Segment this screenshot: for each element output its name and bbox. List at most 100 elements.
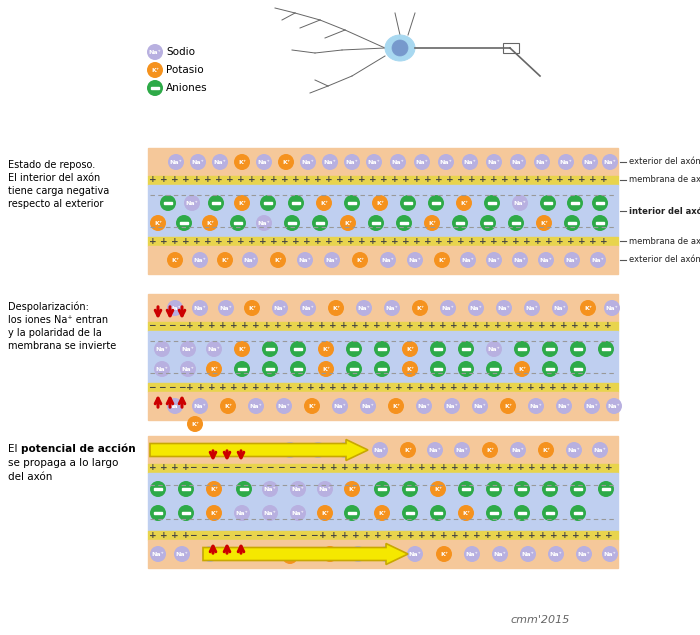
Text: K⁺: K⁺ xyxy=(151,68,159,73)
Text: +: + xyxy=(484,464,492,472)
Text: Na⁺: Na⁺ xyxy=(192,160,204,165)
Text: +: + xyxy=(604,382,612,392)
Circle shape xyxy=(372,195,388,211)
Text: −: − xyxy=(178,382,186,392)
Circle shape xyxy=(147,44,163,60)
Circle shape xyxy=(582,154,598,170)
Bar xyxy=(573,512,582,514)
Bar xyxy=(264,202,272,204)
Circle shape xyxy=(322,546,338,562)
Text: membrana se invierte: membrana se invierte xyxy=(8,341,116,351)
Circle shape xyxy=(480,215,496,231)
Text: +: + xyxy=(516,321,524,330)
Text: Na⁺: Na⁺ xyxy=(358,306,370,311)
Text: −: − xyxy=(178,321,186,330)
Text: Na⁺: Na⁺ xyxy=(558,404,570,409)
Text: K⁺: K⁺ xyxy=(191,422,199,427)
Bar xyxy=(461,348,470,350)
Circle shape xyxy=(248,398,264,414)
Text: K⁺: K⁺ xyxy=(322,367,330,372)
Circle shape xyxy=(317,481,333,497)
Text: +: + xyxy=(341,530,349,540)
Bar xyxy=(372,222,380,224)
Text: Na⁺: Na⁺ xyxy=(566,258,578,263)
Text: +: + xyxy=(506,464,514,472)
Circle shape xyxy=(510,154,526,170)
Bar xyxy=(568,222,576,224)
Text: +: + xyxy=(473,464,481,472)
Text: Na⁺: Na⁺ xyxy=(603,552,617,557)
Text: Na⁺: Na⁺ xyxy=(514,258,526,263)
Text: +: + xyxy=(429,464,437,472)
Circle shape xyxy=(340,215,356,231)
Text: +: + xyxy=(263,382,271,392)
Bar xyxy=(239,488,248,490)
Text: +: + xyxy=(539,464,547,472)
Text: Na⁺: Na⁺ xyxy=(606,306,618,311)
Text: +: + xyxy=(230,382,238,392)
Circle shape xyxy=(366,154,382,170)
Bar xyxy=(517,488,526,490)
Text: +: + xyxy=(556,175,564,185)
Circle shape xyxy=(282,548,298,564)
Text: −: − xyxy=(148,382,155,392)
Circle shape xyxy=(218,300,234,316)
Text: interior del axón: interior del axón xyxy=(629,206,700,215)
Text: +: + xyxy=(606,530,612,540)
Text: −: − xyxy=(277,530,285,540)
Text: K⁺: K⁺ xyxy=(348,487,356,492)
Circle shape xyxy=(580,300,596,316)
Bar xyxy=(148,246,618,274)
Circle shape xyxy=(584,398,600,414)
Text: +: + xyxy=(506,530,514,540)
Text: K⁺: K⁺ xyxy=(274,258,282,263)
Text: +: + xyxy=(208,321,216,330)
Text: Na⁺: Na⁺ xyxy=(169,404,181,409)
Circle shape xyxy=(147,62,163,78)
Text: −: − xyxy=(288,464,295,472)
Text: +: + xyxy=(413,175,421,185)
Text: Na⁺: Na⁺ xyxy=(554,306,566,311)
Text: −: − xyxy=(256,530,262,540)
FancyArrow shape xyxy=(150,439,368,460)
Text: +: + xyxy=(407,530,415,540)
Circle shape xyxy=(606,398,622,414)
Text: Despolarización:: Despolarización: xyxy=(8,302,89,312)
Circle shape xyxy=(337,442,353,458)
Circle shape xyxy=(187,416,203,432)
Text: Na⁺: Na⁺ xyxy=(584,160,596,165)
Text: Na⁺: Na⁺ xyxy=(594,448,606,453)
Circle shape xyxy=(440,300,456,316)
Text: +: + xyxy=(583,464,591,472)
Text: +: + xyxy=(352,464,360,472)
Bar xyxy=(433,368,442,370)
Circle shape xyxy=(462,154,478,170)
Circle shape xyxy=(528,398,544,414)
Text: +: + xyxy=(285,321,293,330)
Circle shape xyxy=(318,341,334,357)
Text: K⁺: K⁺ xyxy=(542,448,550,453)
Text: Na⁺: Na⁺ xyxy=(461,258,475,263)
Text: +: + xyxy=(571,321,579,330)
Text: +: + xyxy=(341,464,349,472)
Text: Na⁺: Na⁺ xyxy=(440,160,452,165)
Bar xyxy=(153,512,162,514)
Bar xyxy=(596,202,604,204)
Circle shape xyxy=(276,398,292,414)
Bar xyxy=(181,512,190,514)
Text: +: + xyxy=(391,175,399,185)
Circle shape xyxy=(328,300,344,316)
Text: +: + xyxy=(473,530,481,540)
Text: +: + xyxy=(440,464,448,472)
Text: K⁺: K⁺ xyxy=(344,221,352,226)
Circle shape xyxy=(380,252,396,268)
Text: K⁺: K⁺ xyxy=(332,306,340,311)
Bar xyxy=(544,202,552,204)
Text: Na⁺: Na⁺ xyxy=(608,404,620,409)
Text: Na⁺: Na⁺ xyxy=(258,221,270,226)
Circle shape xyxy=(312,215,328,231)
Text: +: + xyxy=(149,530,157,540)
Circle shape xyxy=(486,341,502,357)
Circle shape xyxy=(176,215,192,231)
Text: +: + xyxy=(215,236,223,246)
